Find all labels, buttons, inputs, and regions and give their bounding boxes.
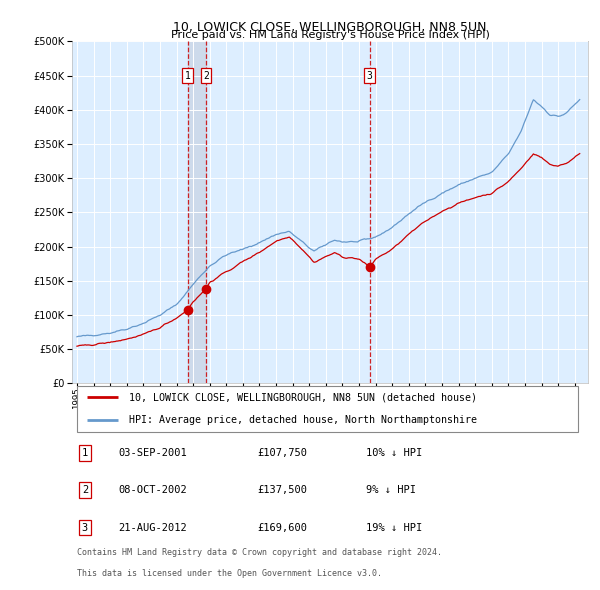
- Text: 21-AUG-2012: 21-AUG-2012: [118, 523, 187, 533]
- Text: HPI: Average price, detached house, North Northamptonshire: HPI: Average price, detached house, Nort…: [129, 415, 477, 425]
- Text: £107,750: £107,750: [258, 448, 308, 458]
- Text: £169,600: £169,600: [258, 523, 308, 533]
- Text: Contains HM Land Registry data © Crown copyright and database right 2024.: Contains HM Land Registry data © Crown c…: [77, 548, 442, 557]
- Text: 3: 3: [82, 523, 88, 533]
- Text: 19% ↓ HPI: 19% ↓ HPI: [366, 523, 422, 533]
- Text: 10, LOWICK CLOSE, WELLINGBOROUGH, NN8 5UN: 10, LOWICK CLOSE, WELLINGBOROUGH, NN8 5U…: [173, 21, 487, 34]
- Text: 2: 2: [203, 71, 209, 80]
- Text: 1: 1: [185, 71, 191, 80]
- Text: This data is licensed under the Open Government Licence v3.0.: This data is licensed under the Open Gov…: [77, 569, 382, 578]
- Text: 9% ↓ HPI: 9% ↓ HPI: [366, 486, 416, 496]
- Text: 1: 1: [82, 448, 88, 458]
- Text: 3: 3: [367, 71, 373, 80]
- Text: 10% ↓ HPI: 10% ↓ HPI: [366, 448, 422, 458]
- Bar: [188, 41, 206, 384]
- FancyBboxPatch shape: [77, 385, 578, 432]
- Text: 10, LOWICK CLOSE, WELLINGBOROUGH, NN8 5UN (detached house): 10, LOWICK CLOSE, WELLINGBOROUGH, NN8 5U…: [129, 392, 477, 402]
- Text: 2: 2: [82, 486, 88, 496]
- Text: 03-SEP-2001: 03-SEP-2001: [118, 448, 187, 458]
- Text: 08-OCT-2002: 08-OCT-2002: [118, 486, 187, 496]
- Text: £137,500: £137,500: [258, 486, 308, 496]
- Text: Price paid vs. HM Land Registry's House Price Index (HPI): Price paid vs. HM Land Registry's House …: [170, 30, 490, 40]
